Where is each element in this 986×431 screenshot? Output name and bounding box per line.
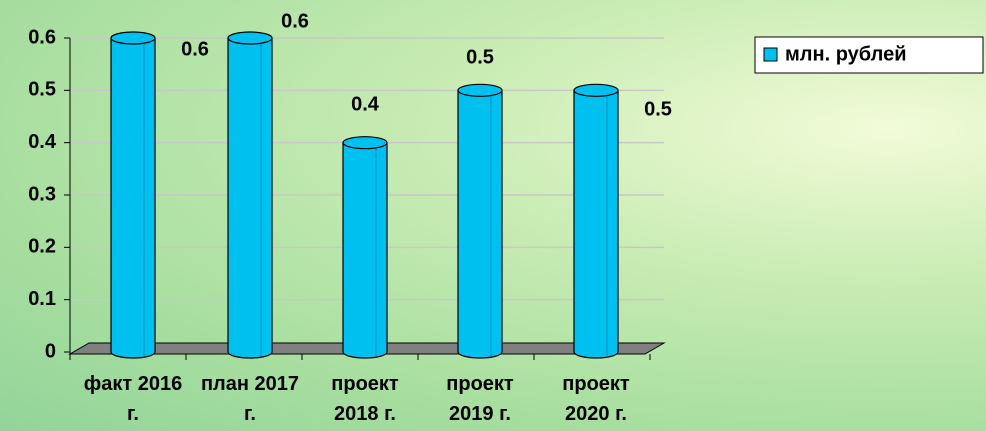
data-label: 0.5 bbox=[466, 46, 494, 68]
data-label: 0.6 bbox=[281, 10, 309, 32]
legend bbox=[754, 36, 984, 74]
data-label: 0.6 bbox=[181, 38, 209, 60]
x-tick-label: план 2017 г. bbox=[200, 373, 300, 425]
x-tick-label: факт 2016 г. bbox=[83, 373, 183, 425]
bar-body bbox=[573, 89, 619, 359]
bar-top bbox=[457, 83, 503, 97]
bar-top bbox=[342, 136, 388, 150]
y-tick-label: 0.4 bbox=[28, 131, 57, 153]
data-label: 0.5 bbox=[644, 98, 672, 120]
x-tick-label: проект 2020 г. bbox=[562, 373, 630, 425]
bar-body bbox=[342, 142, 388, 359]
y-tick-label: 0.5 bbox=[28, 79, 56, 101]
data-label: 0.4 bbox=[351, 93, 380, 115]
bar bbox=[227, 31, 273, 359]
bar bbox=[342, 136, 388, 359]
bar-top bbox=[227, 31, 273, 45]
y-tick-label: 0.6 bbox=[28, 26, 56, 48]
y-tick-label: 0.3 bbox=[28, 183, 56, 205]
bar-top bbox=[110, 31, 156, 45]
y-tick-label: 0 bbox=[45, 340, 56, 362]
bar-body bbox=[110, 37, 156, 359]
bar bbox=[457, 83, 503, 359]
bar-body bbox=[457, 89, 503, 359]
bar-body bbox=[227, 37, 273, 359]
legend-label: млн. рублей bbox=[785, 43, 906, 65]
x-tick-label: проект 2019 г. bbox=[446, 373, 514, 425]
bar-top bbox=[573, 83, 619, 97]
bar bbox=[110, 31, 156, 359]
y-tick-label: 0.1 bbox=[28, 288, 56, 310]
x-tick-label: проект 2018 г. bbox=[331, 373, 399, 425]
legend-swatch bbox=[763, 47, 778, 62]
y-tick-label: 0.2 bbox=[28, 236, 56, 258]
bar bbox=[573, 83, 619, 359]
